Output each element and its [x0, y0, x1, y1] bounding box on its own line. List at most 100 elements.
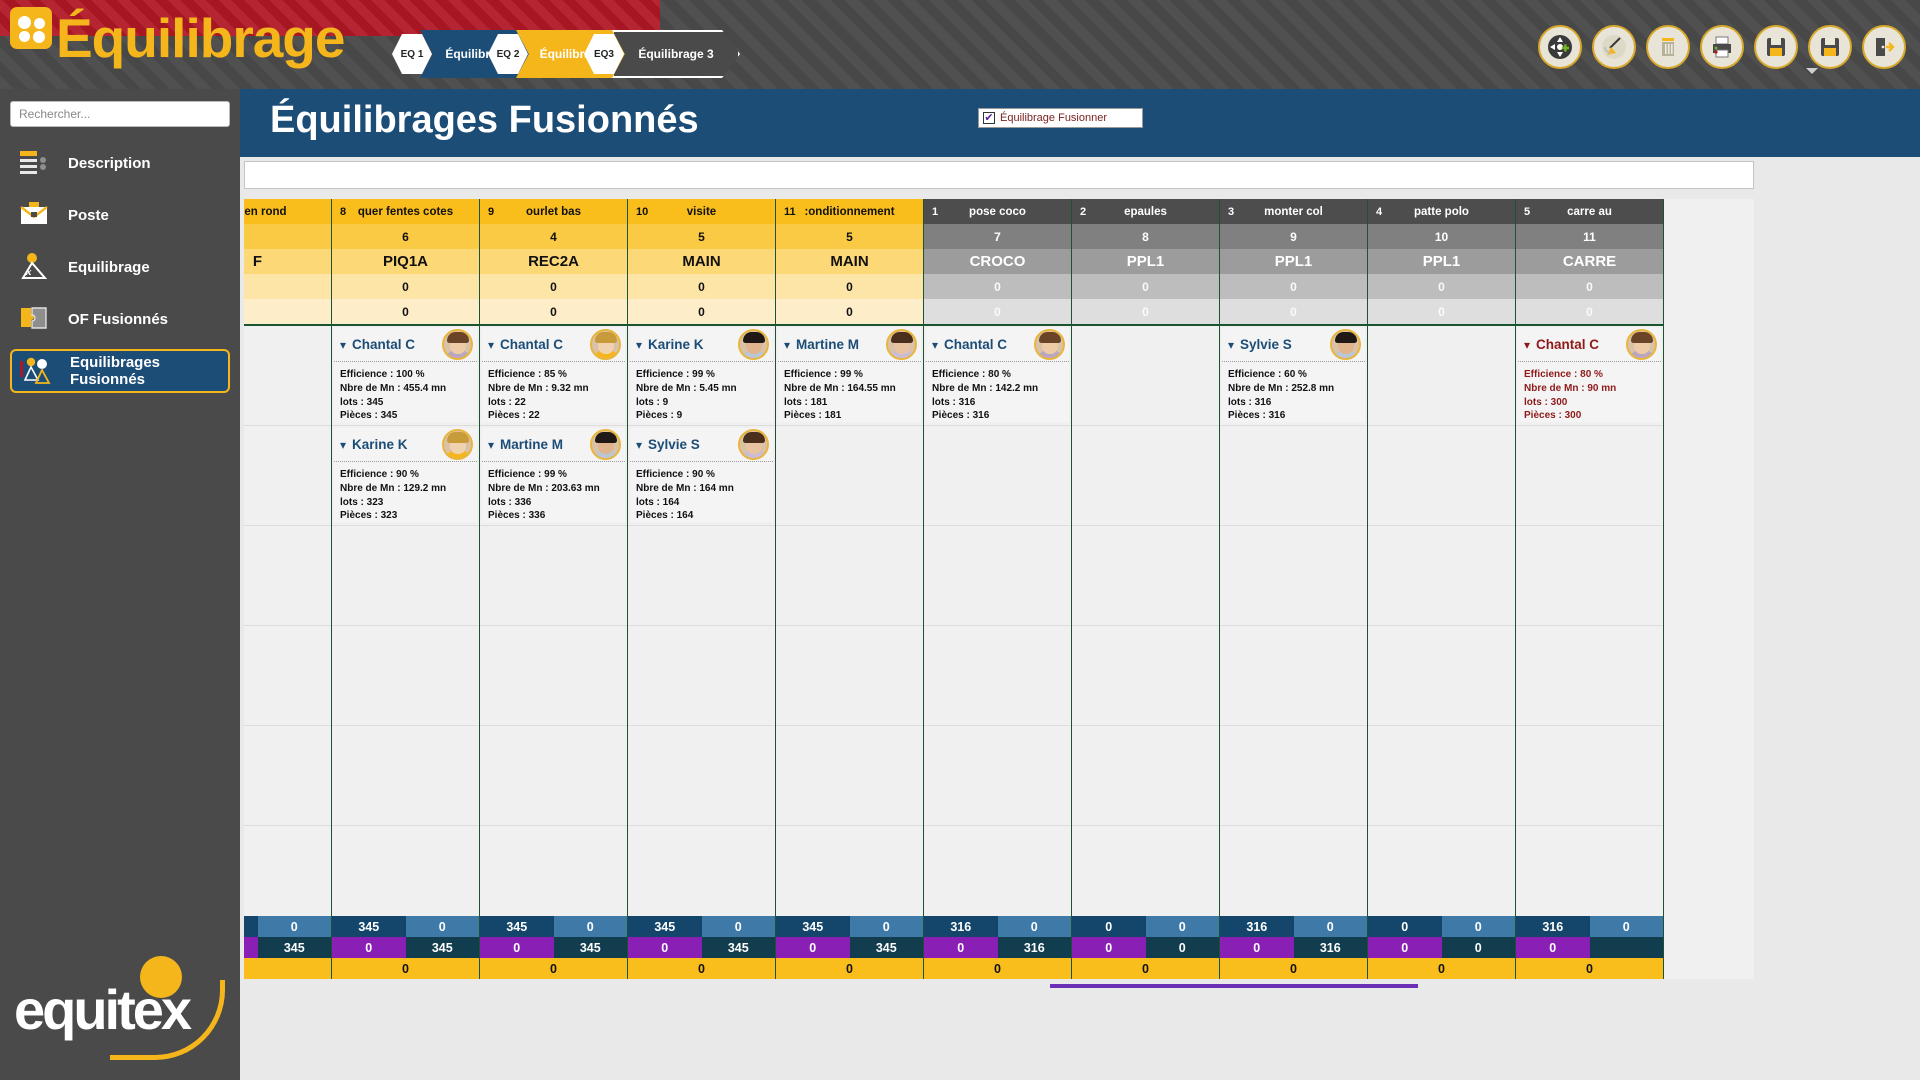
chevron-down-icon[interactable]: ▾ [340, 337, 347, 352]
operator-slot[interactable] [1072, 426, 1219, 526]
operator-slot[interactable] [1368, 626, 1515, 726]
operator-slot[interactable] [776, 726, 923, 826]
column-header[interactable]: 8 quer fentes cotes [332, 199, 479, 224]
save-icon[interactable] [1754, 25, 1798, 69]
operator-slot[interactable] [480, 726, 627, 826]
column-header[interactable]: 11:onditionnement [776, 199, 923, 224]
operator-slot[interactable]: ▾ Martine M Efficience : 99 % Nbre de Mn : … [776, 326, 923, 426]
chevron-down-icon[interactable]: ▾ [1524, 337, 1531, 352]
column-body[interactable]: ▾ Sylvie S Efficience : 60 % Nbre de Mn : 2… [1220, 324, 1367, 916]
search-input[interactable]: Rechercher... [10, 101, 230, 127]
exit-icon[interactable] [1862, 25, 1906, 69]
checkbox-mark-icon[interactable]: ✔ [983, 112, 995, 124]
operator-slot[interactable] [1072, 626, 1219, 726]
column-body[interactable]: ▾ Karine K Efficience : 99 % Nbre de Mn : 5… [628, 324, 775, 916]
operator-slot[interactable] [1220, 526, 1367, 626]
operator-slot[interactable] [480, 526, 627, 626]
operator-slot[interactable] [1368, 526, 1515, 626]
operator-slot[interactable] [776, 626, 923, 726]
operator-card[interactable]: ▾ Sylvie S Efficience : 60 % Nbre de Mn : 2… [1222, 328, 1365, 422]
chevron-down-icon[interactable]: ▾ [636, 337, 643, 352]
sidebar-item-poste[interactable]: Poste [10, 193, 230, 237]
operator-slot[interactable]: ▾ Karine K Efficience : 90 % Nbre de Mn : 1… [332, 426, 479, 526]
column-header[interactable]: 3 monter col [1220, 199, 1367, 224]
chevron-down-icon[interactable]: ▾ [784, 337, 791, 352]
operator-card-header[interactable]: ▾ Sylvie S [630, 428, 773, 462]
column-body[interactable]: ▾ Chantal C Efficience : 80 % Nbre de Mn : … [924, 324, 1071, 916]
operator-slot[interactable] [1516, 426, 1663, 526]
operator-slot[interactable] [628, 726, 775, 826]
operator-card[interactable]: ▾ Karine K Efficience : 99 % Nbre de Mn : 5… [630, 328, 773, 422]
merge-checkbox[interactable]: ✔ Équilibrage Fusionner [978, 108, 1143, 128]
column-header[interactable]: 10 visite [628, 199, 775, 224]
column-header[interactable]: 7es en rond [244, 199, 331, 224]
chevron-down-icon[interactable]: ▾ [488, 337, 495, 352]
operator-slot[interactable] [1072, 726, 1219, 826]
column-header[interactable]: 4 patte polo [1368, 199, 1515, 224]
column-body[interactable]: ▾ Chantal C Efficience : 80 % Nbre de Mn : … [1516, 324, 1663, 916]
operator-slot[interactable] [244, 326, 331, 426]
grid-column[interactable]: 2 epaules 8 PPL1 0 0 0 0 0 0 0 [1072, 199, 1220, 979]
print-icon[interactable] [1700, 25, 1744, 69]
operator-card[interactable]: ▾ Chantal C Efficience : 80 % Nbre de Mn : … [926, 328, 1069, 422]
operator-card-header[interactable]: ▾ Chantal C [926, 328, 1069, 362]
operator-slot[interactable] [1516, 726, 1663, 826]
grid-column[interactable]: 10 visite 5 MAIN 0 0 ▾ Karine K Efficience : 99 … [628, 199, 776, 979]
operator-slot[interactable] [332, 526, 479, 626]
operator-slot[interactable] [1220, 626, 1367, 726]
column-body[interactable] [1072, 324, 1219, 916]
operator-card[interactable]: ▾ Karine K Efficience : 90 % Nbre de Mn : 1… [334, 428, 477, 522]
operator-card-header[interactable]: ▾ Chantal C [1518, 328, 1661, 362]
chevron-down-icon[interactable]: ▾ [636, 437, 643, 452]
column-body[interactable] [244, 324, 331, 916]
grid-toolbar-strip[interactable] [244, 161, 1754, 189]
grid-column[interactable]: 1 pose coco 7 CROCO 0 0 ▾ Chantal C Efficience :… [924, 199, 1072, 979]
chevron-down-icon[interactable]: ▾ [488, 437, 495, 452]
operator-slot[interactable] [480, 626, 627, 726]
operator-card-header[interactable]: ▾ Karine K [334, 428, 477, 462]
operator-slot[interactable] [776, 526, 923, 626]
operator-card-header[interactable]: ▾ Sylvie S [1222, 328, 1365, 362]
operator-slot[interactable] [244, 726, 331, 826]
column-header[interactable]: 1 pose coco [924, 199, 1071, 224]
operator-slot[interactable] [1368, 426, 1515, 526]
chevron-down-icon[interactable]: ▾ [1228, 337, 1235, 352]
broom-icon[interactable] [1592, 25, 1636, 69]
operator-card[interactable]: ▾ Martine M Efficience : 99 % Nbre de Mn : … [482, 428, 625, 522]
operator-card[interactable]: ▾ Chantal C Efficience : 100 % Nbre de Mn :… [334, 328, 477, 422]
chevron-down-icon[interactable]: ▾ [340, 437, 347, 452]
operator-slot[interactable] [1072, 326, 1219, 426]
operator-card[interactable]: ▾ Sylvie S Efficience : 90 % Nbre de Mn : 1… [630, 428, 773, 522]
operator-slot[interactable] [1220, 726, 1367, 826]
toolbar-overflow-caret-icon[interactable] [1806, 68, 1818, 74]
operator-slot[interactable] [924, 426, 1071, 526]
operator-slot[interactable]: ▾ Martine M Efficience : 99 % Nbre de Mn : … [480, 426, 627, 526]
column-header[interactable]: 9 ourlet bas [480, 199, 627, 224]
operator-slot[interactable] [776, 426, 923, 526]
grid-column[interactable]: 8 quer fentes cotes 6 PIQ1A 0 0 ▾ Chantal C Effi… [332, 199, 480, 979]
grid-column[interactable]: 4 patte polo 10 PPL1 0 0 0 0 0 0 0 [1368, 199, 1516, 979]
operator-slot[interactable] [1516, 526, 1663, 626]
grid-column[interactable]: 9 ourlet bas 4 REC2A 0 0 ▾ Chantal C Efficience … [480, 199, 628, 979]
operator-card[interactable]: ▾ Chantal C Efficience : 85 % Nbre de Mn : … [482, 328, 625, 422]
operator-slot[interactable] [332, 626, 479, 726]
operator-card-header[interactable]: ▾ Chantal C [334, 328, 477, 362]
scrollbar-thumb[interactable] [1050, 984, 1418, 988]
column-body[interactable] [1368, 324, 1515, 916]
operator-card-header[interactable]: ▾ Karine K [630, 328, 773, 362]
column-header[interactable]: 5 carre au [1516, 199, 1663, 224]
operator-slot[interactable]: ▾ Chantal C Efficience : 80 % Nbre de Mn : … [1516, 326, 1663, 426]
grid-column[interactable]: 11:onditionnement 5 MAIN 0 0 ▾ Martine M Effici… [776, 199, 924, 979]
column-header[interactable]: 2 epaules [1072, 199, 1219, 224]
grid-column[interactable]: 3 monter col 9 PPL1 0 0 ▾ Sylvie S Efficience : … [1220, 199, 1368, 979]
sidebar-item-equilibrages-fusionnes[interactable]: Equilibrages Fusionnés [10, 349, 230, 393]
operator-slot[interactable] [332, 726, 479, 826]
operator-slot[interactable] [1368, 326, 1515, 426]
sidebar-item-of-fusionnes[interactable]: OF Fusionnés [10, 297, 230, 341]
operator-slot[interactable]: ▾ Sylvie S Efficience : 90 % Nbre de Mn : 1… [628, 426, 775, 526]
operator-card-header[interactable]: ▾ Martine M [482, 428, 625, 462]
column-body[interactable]: ▾ Martine M Efficience : 99 % Nbre de Mn : … [776, 324, 923, 916]
operator-card-header[interactable]: ▾ Martine M [778, 328, 921, 362]
operator-card[interactable]: ▾ Martine M Efficience : 99 % Nbre de Mn : … [778, 328, 921, 422]
